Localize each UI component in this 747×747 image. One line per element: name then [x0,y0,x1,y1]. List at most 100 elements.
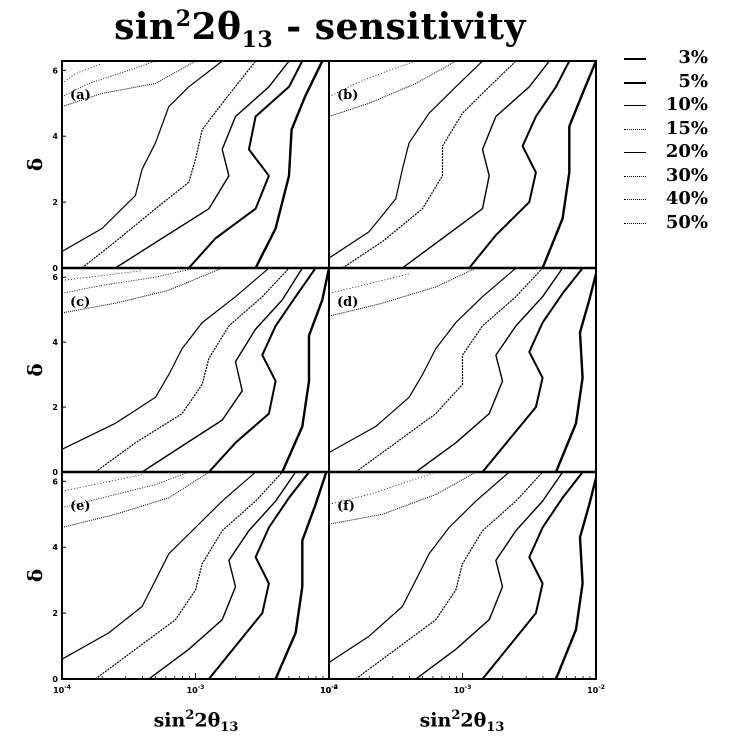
panel-b: (b) [329,61,596,268]
contour-10pct [141,268,303,472]
contour-50pct [329,273,410,294]
contour-30pct [329,268,477,317]
contour-15pct [95,268,290,472]
contour-10pct [415,268,564,472]
legend-item: 50% [620,211,740,237]
chart-title: sin22θ13 - sensitivity [114,6,526,54]
contour-3pct [274,472,328,679]
panel-f: (f) [329,472,596,679]
panel-a: (a) [62,61,324,268]
contour-20pct [329,472,510,664]
legend-line-swatch [624,152,646,153]
panel-e: (e) [62,472,328,679]
contour-30pct [62,268,223,314]
contour-40pct [62,61,156,98]
legend-item: 5% [620,70,740,96]
x-tick-label: 10-2 [320,684,338,695]
panel-label: (e) [70,499,91,514]
panel-c: (c) [62,268,329,472]
contour-10pct [148,472,297,679]
panel-label: (a) [70,88,91,103]
panel-label: (d) [337,295,358,310]
y-tick-label: 4 [52,132,58,141]
legend-item: 30% [620,164,740,190]
legend-item: 15% [620,117,740,143]
contour-5pct [481,268,584,472]
legend-label: 15% [665,117,708,139]
contour-5pct [208,268,317,472]
y-tick-label: 6 [52,66,58,75]
contour-20pct [329,268,517,454]
legend-line-swatch [624,81,646,84]
legend-label: 5% [678,70,708,92]
legend-label: 50% [665,211,708,233]
contour-group [62,61,324,268]
contour-group [62,268,329,472]
x-tick-label: 10-2 [587,684,605,695]
contour-5pct [208,472,310,679]
x-tick-label: 10-4 [53,684,71,695]
panel-label: (b) [337,88,358,103]
contour-15pct [81,61,257,268]
contour-5pct [481,472,584,679]
legend-line-swatch [624,175,646,177]
contour-20pct [329,61,483,259]
contour-20pct [62,472,256,660]
legend-label: 20% [665,141,708,162]
contour-3pct [541,61,596,268]
legend-label: 30% [665,164,708,186]
y-axis-label: δ [23,363,47,376]
contour-40pct [62,268,196,294]
legend-label: 3% [678,47,708,68]
y-tick-label: 2 [52,198,58,207]
y-tick-label: 0 [52,264,58,273]
legend-line-swatch [624,222,646,224]
contour-3pct [281,268,329,472]
contour-10pct [115,61,290,268]
legend-line-swatch [624,58,646,60]
contour-20pct [62,268,270,450]
y-tick-label: 2 [52,403,58,412]
contour-15pct [342,61,517,268]
y-tick-label: 4 [52,543,58,552]
x-axis-label-right: sin22θ13 [419,708,505,736]
x-axis-label-left: sin22θ13 [153,708,239,736]
legend-line-swatch [624,199,646,200]
contour-5pct [188,61,304,268]
contour-group [329,472,596,679]
contour-10pct [401,61,550,268]
y-tick-label: 4 [52,338,58,347]
contour-group [329,61,596,268]
contour-50pct [62,63,103,84]
panel-label: (c) [70,295,90,310]
legend-line-swatch [624,105,646,106]
contour-15pct [355,268,544,472]
y-tick-label: 6 [52,273,58,282]
panel-label: (f) [337,499,355,514]
y-axis-label: δ [23,158,47,171]
x-tick-label: 10-3 [454,684,472,695]
contour-group [329,268,596,472]
legend: 3% 5% 10% 15% 20% 30% 40% 50% [620,47,740,237]
contour-3pct [254,61,324,268]
contour-3pct [554,477,596,679]
contour-15pct [355,472,544,679]
y-tick-label: 2 [52,609,58,618]
x-tick-label: 10-3 [187,684,205,695]
legend-item: 20% [620,141,740,166]
legend-item: 10% [620,94,740,119]
panel-d: (d) [329,268,596,472]
legend-item: 3% [620,47,740,72]
x-tick-label: 10-4 [320,684,338,695]
contour-40pct [62,472,189,509]
contour-3pct [554,273,596,472]
contour-30pct [329,472,477,525]
contour-10pct [415,472,564,679]
legend-label: 10% [665,94,708,115]
contour-50pct [62,270,143,281]
contour-15pct [95,472,283,679]
legend-line-swatch [624,128,646,130]
contour-20pct [62,61,223,253]
contour-5pct [468,61,571,268]
